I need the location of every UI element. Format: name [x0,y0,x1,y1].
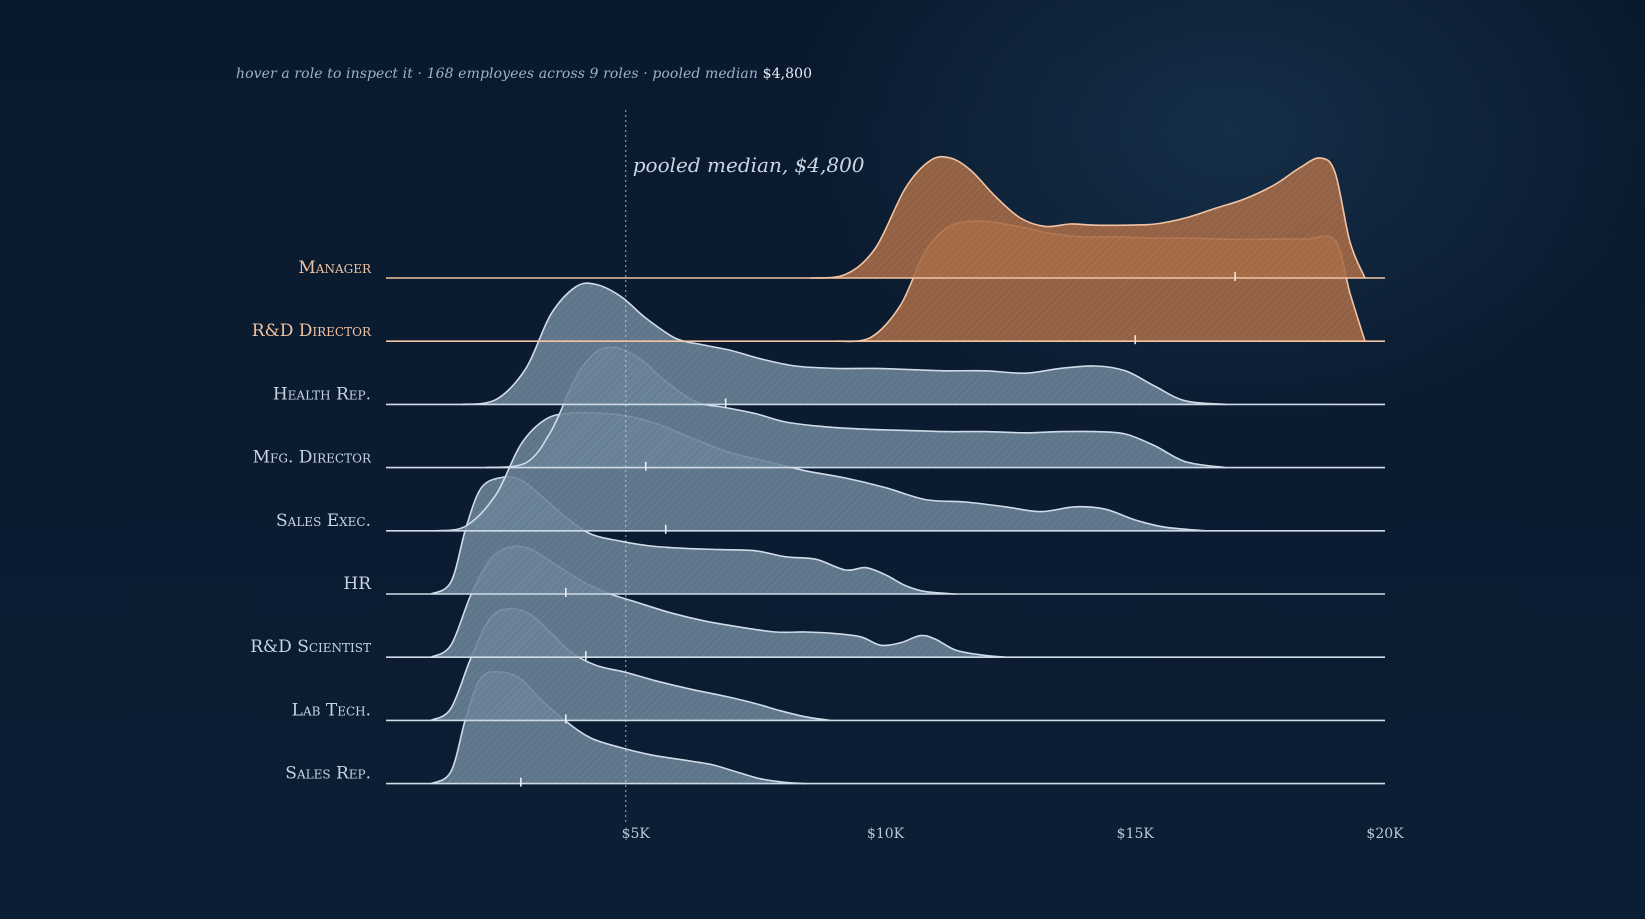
ridge-mfg-director [386,346,1385,471]
ridge-hatch [431,476,956,594]
ridge-hatch [485,347,1226,468]
ridge-hatch [810,156,1365,278]
ridge-hatch [431,546,1006,658]
role-label: Sales Rep. [285,764,371,784]
x-tick-label: $15K [1117,826,1155,842]
role-label: Lab Tech. [292,700,371,720]
ridge-manager [386,155,1385,281]
role-label: HR [343,574,372,594]
ridges-group [386,155,1385,787]
subtitle-median-value: $4,800 [762,66,813,82]
role-labels: Sales Rep. Lab Tech. R&D Scientist HR Sales … [250,258,372,784]
x-tick-label: $20K [1366,826,1404,842]
subtitle-text: hover a role to inspect it · 168 employe… [236,66,758,82]
ridge-outline [810,155,1366,279]
role-label: Manager [298,258,372,278]
ridge-health-rep [386,282,1385,408]
chart-subtitle: hover a role to inspect it · 168 employe… [236,66,812,82]
x-axis: $5K $10K $15K $20K [622,826,1405,842]
median-group: pooled median, $4,800 [625,110,865,822]
role-label: Health Rep. [273,384,371,404]
role-label: R&D Director [252,321,372,341]
x-tick-label: $10K [867,826,905,842]
role-label: Sales Exec. [276,511,371,531]
role-label: R&D Scientist [250,637,371,657]
ridge-outline [460,282,1226,406]
x-tick-label: $5K [622,826,651,842]
pooled-median-label: pooled median, $4,800 [633,153,865,177]
role-label: Mfg. Director [253,448,372,468]
ridge-outline [430,476,956,595]
ridge-hatch [460,283,1226,405]
ridge-hr [386,476,1385,597]
